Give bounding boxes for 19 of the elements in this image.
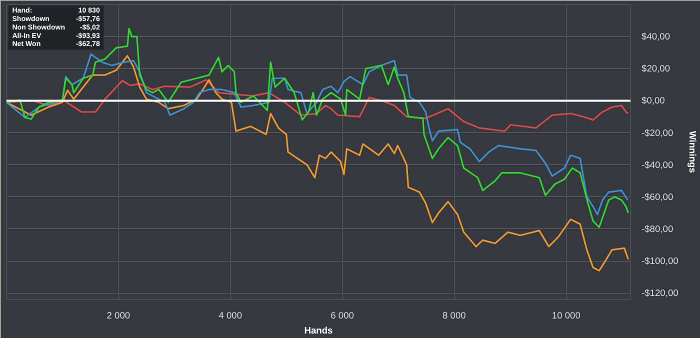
x-tick-label: 4 000 — [218, 310, 242, 320]
line-series — [6, 53, 628, 216]
y-tick-label: -$20,00 — [642, 128, 674, 138]
y-tick-label: -$40,00 — [642, 160, 674, 170]
line-series — [6, 79, 630, 132]
x-tick-label: 2 000 — [106, 310, 130, 320]
x-tick-label: 8 000 — [442, 310, 466, 320]
y-tick-label: -$120,00 — [642, 288, 678, 298]
x-tick-label: 10 000 — [552, 310, 580, 320]
y-tick-label: -$100,00 — [642, 256, 678, 266]
x-tick-label: 6 000 — [330, 310, 354, 320]
y-tick-label: $0,00 — [642, 96, 665, 106]
x-axis-title: Hands — [304, 326, 333, 336]
y-tick-label: $40,00 — [642, 32, 670, 42]
line-series — [6, 55, 630, 272]
y-tick-label: $20,00 — [642, 64, 670, 74]
y-tick-label: -$60,00 — [642, 192, 674, 202]
y-tick-label: -$80,00 — [642, 224, 674, 234]
y-axis-title: Winnings — [687, 131, 698, 173]
